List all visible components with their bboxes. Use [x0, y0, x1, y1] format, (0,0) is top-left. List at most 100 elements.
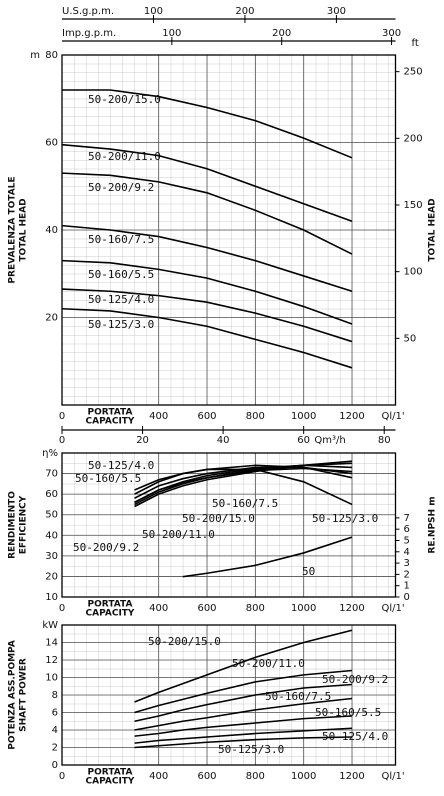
- y2-tick-label: 50: [404, 333, 417, 344]
- curve-label: 50-160/5.5: [75, 472, 141, 485]
- curve-label: 50-125/4.0: [322, 730, 388, 743]
- y-tick-label: 60: [45, 138, 58, 149]
- y2-tick-label: 250: [404, 67, 423, 78]
- x-unit: Ql/1': [382, 771, 405, 782]
- curve: [134, 669, 353, 714]
- curve-label: 50-200/15.0: [182, 512, 255, 525]
- curve: [61, 259, 353, 325]
- plot-frame: [61, 452, 397, 598]
- y-axis-title: SHAFT POWER: [19, 658, 29, 732]
- x-unit: Ql/1': [382, 603, 405, 614]
- y-tick-label: 10: [45, 592, 58, 603]
- y-axis-title: EFFICIENCY: [19, 495, 29, 554]
- grid-area: [62, 453, 396, 597]
- curve-label: 50: [302, 565, 315, 578]
- y2-tick-label: 3: [404, 558, 410, 569]
- curve: [134, 715, 353, 737]
- curve-label: 50-200/9.2: [322, 673, 388, 686]
- curve-label: 50-160/7.5: [265, 690, 331, 703]
- curve: [134, 464, 353, 504]
- curve: [134, 697, 353, 731]
- curve-label: 50-200/15.0: [148, 635, 221, 648]
- y-unit: kW: [42, 620, 58, 631]
- x-axis-title: CAPACITY: [86, 417, 135, 427]
- x-tick-label: 1200: [339, 771, 364, 782]
- curve-label: 50-200/9.2: [88, 181, 154, 194]
- flow-axis-tick-label: 200: [272, 28, 291, 39]
- y2-tick-label: 0: [404, 592, 410, 603]
- y-tick-label: 70: [45, 469, 58, 480]
- y-tick-label: 50: [45, 510, 58, 521]
- x-unit: Ql/1': [382, 411, 405, 422]
- curve-label: 50-160/5.5: [88, 268, 154, 281]
- curve: [134, 468, 353, 506]
- curve: [61, 224, 353, 293]
- plot-frame: [61, 624, 397, 766]
- x-tick-label: 1000: [291, 603, 316, 614]
- y-tick-label: 20: [45, 571, 58, 582]
- curve: [134, 629, 353, 703]
- x-tick-label: 0: [59, 603, 65, 614]
- y2-axis-title: RE.NPSH m: [428, 496, 438, 553]
- y-tick-label: 8: [52, 690, 58, 701]
- curve-label: 50-125/3.0: [312, 512, 378, 525]
- y-axis-title: POTENZA ASS.POMPA: [8, 640, 18, 750]
- y-tick-label: 30: [45, 551, 58, 562]
- curve: [62, 89, 353, 159]
- curve: [61, 288, 353, 343]
- flow-axis-tick-label: 100: [162, 28, 181, 39]
- curve: [134, 727, 353, 744]
- curve-label: 50-200/11.0: [142, 528, 215, 541]
- y-tick-label: 0: [52, 760, 58, 771]
- y-axis-title: RENDIMENTO: [8, 491, 18, 559]
- x-axis-title: PORTATA: [88, 600, 133, 610]
- x-axis-title: PORTATA: [88, 408, 133, 418]
- x-tick-label: 1000: [291, 771, 316, 782]
- y2-tick-label: 2: [404, 569, 410, 580]
- curve-label: 50-200/9.2: [73, 541, 139, 554]
- x-tick-label: 400: [149, 603, 168, 614]
- curve: [134, 683, 353, 723]
- curve-label: 50-200/11.0: [88, 150, 161, 163]
- curve-label: 50-125/3.0: [88, 318, 154, 331]
- flow-axis-label: Qm³/h: [314, 435, 345, 446]
- x-axis-title: CAPACITY: [86, 777, 135, 787]
- y-tick-label: 40: [45, 530, 58, 541]
- y2-tick-label: 200: [404, 133, 423, 144]
- y-tick-label: 4: [52, 725, 58, 736]
- curve-label: 50-125/4.0: [88, 293, 154, 306]
- x-tick-label: 800: [246, 603, 265, 614]
- x-tick-label: 1200: [339, 603, 364, 614]
- x-tick-label: 1200: [339, 411, 364, 422]
- y2-tick-label: 100: [404, 267, 423, 278]
- y-tick-label: 12: [45, 655, 58, 666]
- y2-axis-title: TOTAL HEAD: [428, 198, 438, 261]
- y2-tick-label: 7: [404, 513, 410, 524]
- y-tick-label: 2: [52, 743, 58, 754]
- flow-axis-tick-label: 0: [59, 435, 65, 446]
- x-tick-label: 0: [59, 411, 65, 422]
- y-tick-label: 6: [52, 708, 58, 719]
- curve: [134, 736, 353, 749]
- y2-tick-label: 6: [404, 524, 410, 535]
- plot-frame: [61, 54, 397, 406]
- y-tick-label: 60: [45, 489, 58, 500]
- x-tick-label: 600: [197, 603, 216, 614]
- curve-label: 50-160/5.5: [315, 706, 381, 719]
- curve-label: 50-160/7.5: [212, 497, 278, 510]
- x-tick-label: 800: [246, 771, 265, 782]
- x-tick-label: 1000: [291, 411, 316, 422]
- flow-axis-tick-label: 80: [378, 435, 391, 446]
- x-tick-label: 800: [246, 411, 265, 422]
- curve-label: 50-200/15.0: [88, 93, 161, 106]
- curve: [134, 466, 353, 499]
- curve: [61, 307, 353, 369]
- flow-axis-tick-label: 60: [297, 435, 310, 446]
- flow-axis-tick-label: 100: [144, 6, 163, 17]
- curve: [182, 536, 353, 578]
- y-tick-label: 40: [45, 225, 58, 236]
- flow-axis-tick-label: 200: [235, 6, 254, 17]
- curve-label: 50-125/4.0: [88, 459, 154, 472]
- curve: [61, 172, 353, 255]
